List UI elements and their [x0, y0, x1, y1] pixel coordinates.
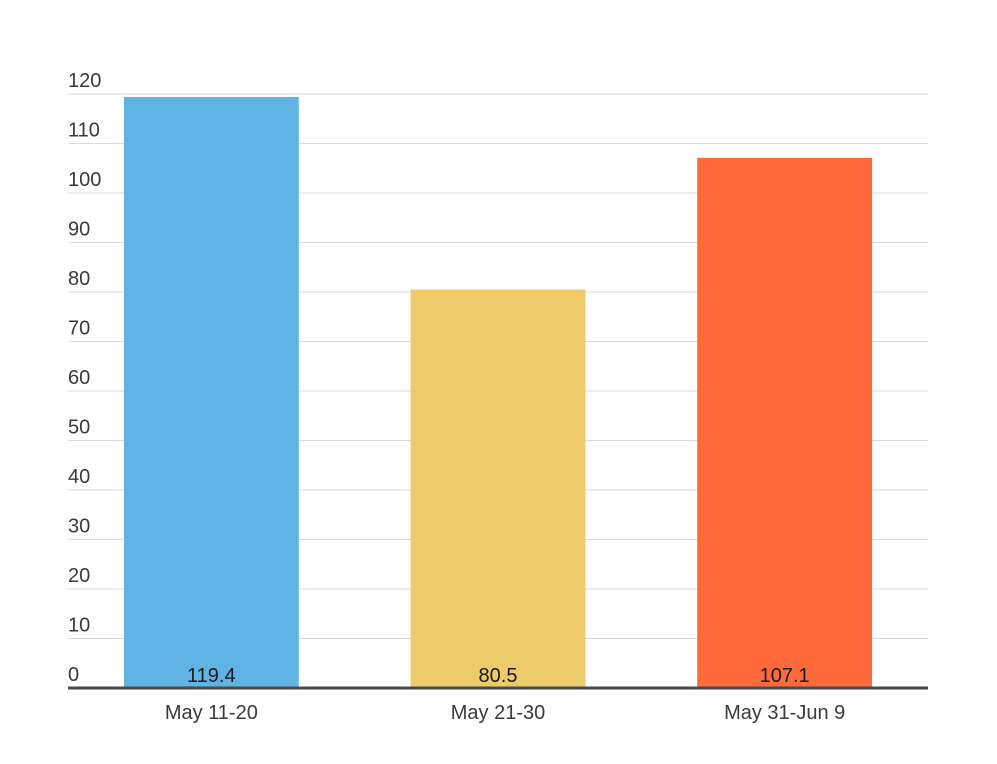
y-tick-label: 80	[68, 268, 90, 290]
bar-3	[697, 157, 873, 689]
y-tick-label: 30	[68, 516, 90, 538]
x-category-label: May 21-30	[451, 702, 546, 724]
bar-2	[410, 289, 586, 688]
y-tick-label: 0	[68, 664, 79, 686]
bar-value-label: 119.4	[187, 665, 236, 687]
x-category-label: May 31-Jun 9	[724, 702, 845, 724]
y-tick-label: 20	[68, 565, 90, 587]
y-tick-label: 100	[68, 169, 101, 191]
y-tick-label: 70	[68, 318, 90, 340]
y-tick-label: 40	[68, 466, 90, 488]
y-axis-tick-labels: 0 10 20 30 40 50 60 70 80 90 100 110 120	[68, 70, 101, 686]
y-tick-label: 60	[68, 367, 90, 389]
y-tick-label: 90	[68, 219, 90, 241]
bar-value-label: 80.5	[479, 665, 518, 687]
bar-1	[123, 96, 299, 689]
bars	[123, 96, 873, 689]
data-labels: 119.4 80.5 107.1	[187, 665, 810, 687]
y-tick-label: 50	[68, 417, 90, 439]
x-category-label: May 11-20	[165, 702, 258, 724]
y-tick-label: 120	[68, 70, 101, 92]
y-tick-label: 10	[68, 615, 90, 637]
bar-value-label: 107.1	[760, 665, 810, 687]
y-tick-label: 110	[68, 120, 100, 142]
x-axis-category-labels: May 11-20 May 21-30 May 31-Jun 9	[165, 702, 845, 724]
